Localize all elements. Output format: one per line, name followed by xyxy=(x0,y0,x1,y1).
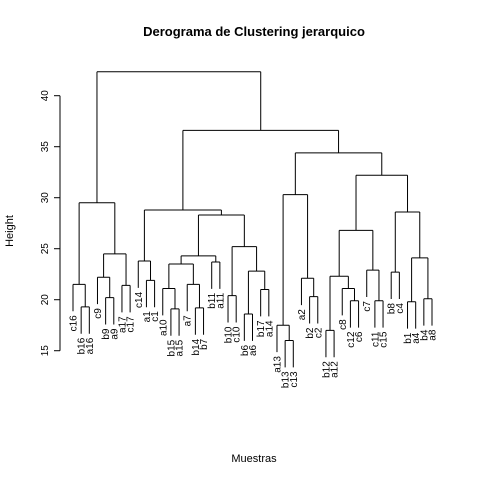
merge-branch xyxy=(341,287,355,316)
leaf-label: c2 xyxy=(313,327,324,338)
merge-branch xyxy=(423,298,433,326)
merge-branch xyxy=(137,260,152,288)
merge-branch xyxy=(276,324,290,353)
merge-branch xyxy=(349,300,360,328)
leaf-label: a11 xyxy=(215,292,226,308)
leaf-label: c9 xyxy=(93,308,104,319)
leaf-label: b14 xyxy=(191,338,202,355)
leaf-label: c1 xyxy=(150,311,161,322)
leaf-label: a9 xyxy=(109,328,120,340)
leaf-label: a7 xyxy=(183,315,194,327)
leaf-label: a2 xyxy=(297,309,308,321)
merge-branch xyxy=(309,296,319,324)
leaf-label: c16 xyxy=(69,315,80,332)
merge-branch xyxy=(96,276,111,305)
leaf-label: b13 xyxy=(281,371,292,388)
merge-branch xyxy=(300,277,315,306)
y-axis-label: Height xyxy=(4,215,16,247)
leaf-label: a13 xyxy=(272,356,283,373)
leaf-label: b16 xyxy=(77,337,88,354)
leaf-label: c6 xyxy=(354,331,365,342)
leaf-label: b8 xyxy=(387,303,398,315)
merge-branch xyxy=(390,271,400,300)
leaf-label: c17 xyxy=(126,316,137,333)
merge-branch xyxy=(394,211,421,273)
leaf-label: c11 xyxy=(370,331,381,347)
merge-branch xyxy=(338,229,374,277)
leaf-label: c12 xyxy=(346,331,357,348)
leaf-label: a15 xyxy=(175,339,186,356)
x-axis-label: Muestras xyxy=(231,453,277,465)
chart-title: Derograma de Clustering jerarquico xyxy=(143,24,365,39)
leaf-label: a8 xyxy=(428,329,439,341)
leaf-label: c8 xyxy=(338,319,349,330)
leaf-label: c7 xyxy=(362,301,373,312)
leaf-label: b2 xyxy=(305,327,316,339)
leaf-label: c15 xyxy=(379,331,390,348)
merge-branch xyxy=(145,279,156,308)
leaf-label: b1 xyxy=(403,332,414,344)
leaf-label: a14 xyxy=(264,320,275,337)
merge-branch xyxy=(355,174,409,231)
leaf-label: a17 xyxy=(117,316,128,333)
leaf-label: b9 xyxy=(101,328,112,340)
merge-branch xyxy=(80,306,90,334)
leaf-label: b17 xyxy=(256,320,267,337)
merge-branch xyxy=(247,270,266,314)
leaf-label: b7 xyxy=(199,338,210,350)
leaf-label: a16 xyxy=(85,337,96,354)
leaf-label: a6 xyxy=(248,344,259,356)
merge-branch xyxy=(411,257,429,302)
merge-branch xyxy=(211,261,221,289)
leaf-label: c14 xyxy=(134,291,145,308)
leaf-label: b4 xyxy=(419,329,430,341)
leaf-label: a12 xyxy=(330,361,341,378)
merge-branch xyxy=(78,202,116,285)
merge-branch xyxy=(186,283,200,312)
merge-branch xyxy=(294,152,383,195)
merge-branch xyxy=(96,71,262,203)
merge-branch xyxy=(121,284,131,313)
merge-branch xyxy=(197,214,245,256)
leaf-label: c10 xyxy=(232,326,243,343)
leaf-label: a10 xyxy=(158,319,169,336)
merge-branch xyxy=(170,308,180,336)
leaf-label: c13 xyxy=(289,371,300,388)
merge-branch xyxy=(325,329,335,358)
merge-branch xyxy=(143,209,222,261)
y-tick-label: 35 xyxy=(40,141,51,153)
merge-branch xyxy=(194,307,205,335)
merge-branch xyxy=(407,301,417,329)
merge-branch xyxy=(227,295,237,323)
leaf-label: b6 xyxy=(240,344,251,356)
leaf-label: a1 xyxy=(142,311,153,323)
merge-branch xyxy=(72,283,86,312)
y-tick-label: 30 xyxy=(40,192,51,204)
leaf-label: b15 xyxy=(166,339,177,356)
leaf-label: a4 xyxy=(411,332,422,344)
merge-branch xyxy=(284,340,294,368)
leaf-label: b11 xyxy=(207,292,218,308)
y-tick-label: 25 xyxy=(40,243,51,255)
merge-branch xyxy=(162,287,176,316)
merge-branch xyxy=(182,129,340,210)
y-tick-label: 40 xyxy=(40,90,51,102)
merge-branch xyxy=(282,194,309,326)
merge-branch xyxy=(374,300,384,328)
merge-branch xyxy=(105,297,115,325)
merge-branch xyxy=(103,253,127,286)
merge-branch xyxy=(366,269,380,301)
leaf-label: b10 xyxy=(224,326,235,343)
merge-branch xyxy=(180,255,217,265)
merge-branch xyxy=(243,313,253,341)
leaf-label: b12 xyxy=(321,361,332,378)
merge-branch xyxy=(260,289,270,317)
y-tick-label: 15 xyxy=(40,345,51,357)
leaf-label: c4 xyxy=(395,303,406,314)
y-tick-label: 20 xyxy=(40,294,51,306)
